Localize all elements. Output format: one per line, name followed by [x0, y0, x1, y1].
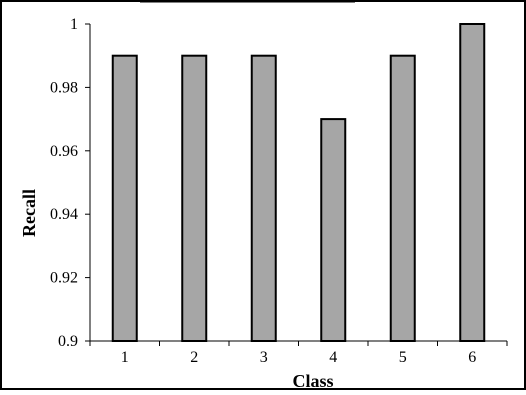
plot-area: 0.9 0.92 0.94 0.96 0.98 1 1 2 3 4 5 6 [50, 16, 508, 366]
bar-class-5 [389, 54, 416, 342]
x-tick-label: 6 [468, 349, 476, 366]
bar-class-4 [320, 118, 347, 342]
x-tick-label: 3 [260, 349, 268, 366]
bar-class-1 [111, 54, 138, 342]
y-tick-label: 0.9 [58, 333, 78, 350]
x-tick-label: 1 [121, 349, 129, 366]
y-tick-label: 0.92 [50, 270, 78, 287]
y-tick-label: 1 [70, 16, 78, 33]
x-tick-label: 5 [399, 349, 407, 366]
x-tick-label: 4 [329, 349, 337, 366]
y-axis-label: Recall [19, 189, 39, 237]
bar-class-6 [459, 23, 486, 342]
y-tick-label: 0.96 [50, 143, 78, 160]
x-tick-label: 2 [190, 349, 198, 366]
y-tick-label: 0.94 [50, 206, 78, 223]
bar-class-3 [250, 54, 277, 342]
bar-class-2 [181, 54, 208, 342]
y-tick-label: 0.98 [50, 79, 78, 96]
x-axis-label: Class [292, 371, 333, 390]
